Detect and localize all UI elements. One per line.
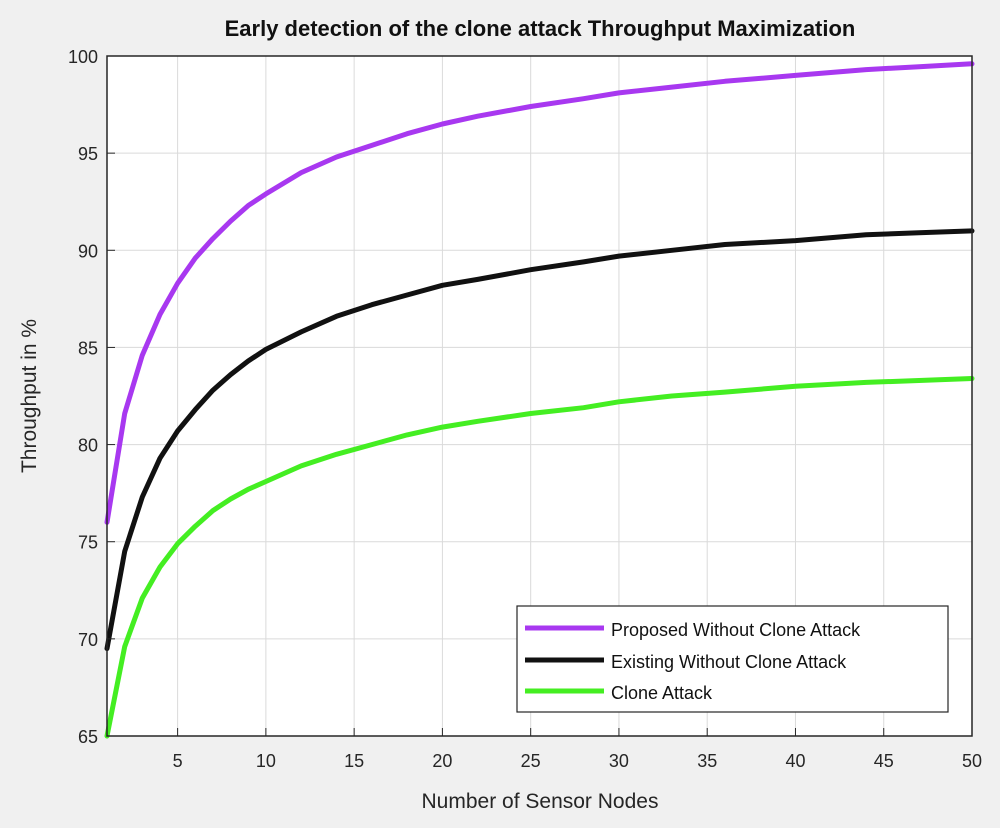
y-tick-label: 95 <box>78 144 98 164</box>
y-tick-label: 75 <box>78 533 98 553</box>
legend: Proposed Without Clone Attack Existing W… <box>516 605 949 713</box>
series-line-clone-attack <box>104 376 975 739</box>
x-tick-label: 40 <box>785 751 805 771</box>
y-tick-label: 70 <box>78 630 98 650</box>
legend-label-proposed: Proposed Without Clone Attack <box>611 620 861 640</box>
x-tick-label: 35 <box>697 751 717 771</box>
y-tick-label: 100 <box>68 47 98 67</box>
x-tick-label: 45 <box>874 751 894 771</box>
x-axis-label: Number of Sensor Nodes <box>422 790 659 813</box>
x-tick-label: 30 <box>609 751 629 771</box>
x-tick-label: 20 <box>432 751 452 771</box>
series-line-proposed <box>104 61 975 525</box>
y-tick-label: 90 <box>78 241 98 261</box>
x-tick-label: 25 <box>521 751 541 771</box>
y-tick-label: 65 <box>78 727 98 747</box>
chart-title: Early detection of the clone attack Thro… <box>225 16 856 41</box>
legend-label-clone: Clone Attack <box>611 683 713 703</box>
x-tick-label: 50 <box>962 751 982 771</box>
x-tick-label: 5 <box>173 751 183 771</box>
x-tick-label: 10 <box>256 751 276 771</box>
series-lines <box>104 61 975 739</box>
plot-frame <box>106 55 973 737</box>
y-axis-label: Throughput in % <box>18 319 41 473</box>
y-tick-label: 80 <box>78 436 98 456</box>
legend-label-existing: Existing Without Clone Attack <box>611 652 847 672</box>
x-tick-label: 15 <box>344 751 364 771</box>
y-tick-label: 85 <box>78 338 98 358</box>
tick-labels: 5 10 15 20 25 30 35 40 45 50 65 70 75 80 85 90 95 100 <box>68 47 982 771</box>
series-line-existing <box>104 228 975 652</box>
